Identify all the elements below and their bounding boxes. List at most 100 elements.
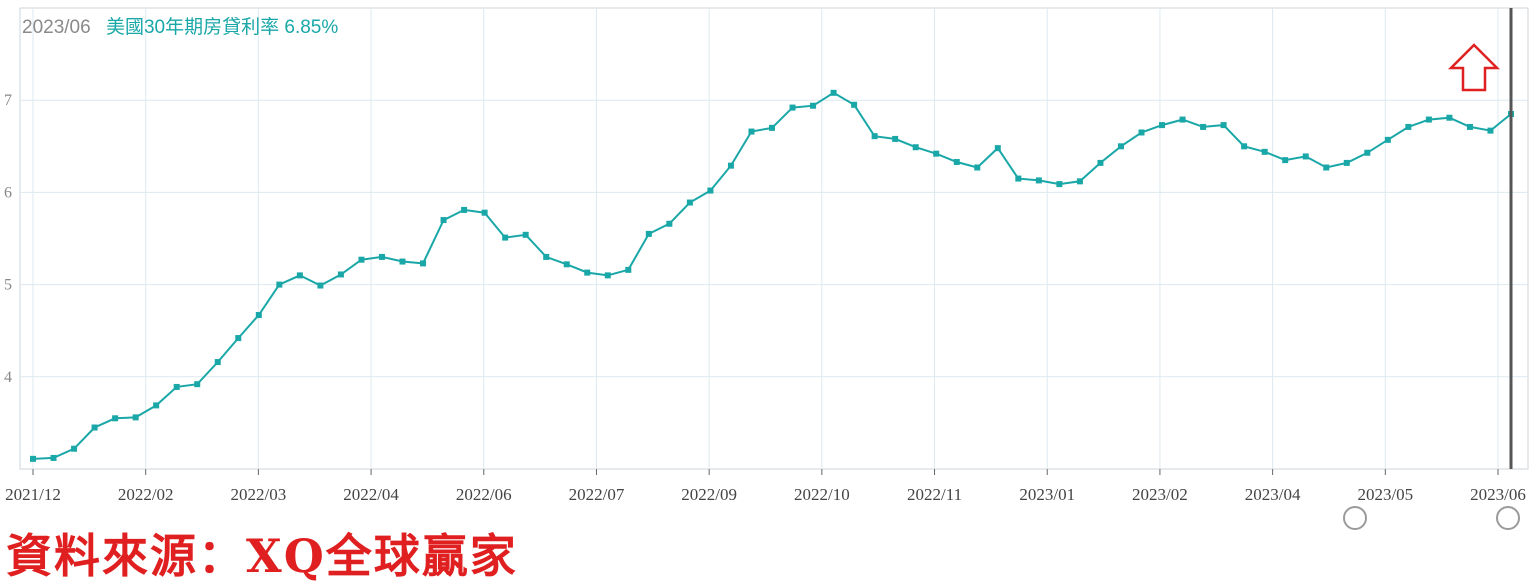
x-tick-label: 2022/11 bbox=[907, 485, 962, 504]
data-point[interactable] bbox=[1261, 148, 1268, 155]
x-tick-label: 2022/10 bbox=[794, 485, 850, 504]
data-point[interactable] bbox=[337, 271, 344, 278]
data-point[interactable] bbox=[1179, 116, 1186, 123]
data-point[interactable] bbox=[1076, 178, 1083, 185]
data-point[interactable] bbox=[522, 231, 529, 238]
data-point[interactable] bbox=[30, 455, 36, 462]
data-point[interactable] bbox=[871, 133, 878, 140]
data-point[interactable] bbox=[1220, 122, 1227, 129]
data-point[interactable] bbox=[1302, 153, 1309, 160]
data-point[interactable] bbox=[1487, 127, 1494, 134]
x-tick-label: 2023/02 bbox=[1132, 485, 1188, 504]
data-point[interactable] bbox=[994, 145, 1001, 152]
data-point[interactable] bbox=[1138, 129, 1145, 136]
header-series-label: 美國30年期房貸利率 bbox=[105, 17, 280, 38]
data-point[interactable] bbox=[851, 101, 858, 108]
data-point[interactable] bbox=[1200, 123, 1207, 130]
data-point[interactable] bbox=[50, 454, 57, 461]
data-point[interactable] bbox=[974, 164, 981, 171]
data-point[interactable] bbox=[1056, 181, 1063, 188]
x-tick-label: 2022/02 bbox=[118, 485, 174, 504]
data-point[interactable] bbox=[810, 102, 817, 109]
data-point[interactable] bbox=[686, 199, 693, 206]
x-tick-label: 2022/04 bbox=[343, 485, 399, 504]
scroll-handle-right[interactable] bbox=[1496, 506, 1520, 530]
data-point[interactable] bbox=[645, 230, 652, 237]
data-point[interactable] bbox=[1364, 149, 1371, 156]
y-tick-label: 4 bbox=[4, 369, 12, 386]
data-point[interactable] bbox=[1117, 143, 1124, 150]
y-axis-ticks: 4 5 6 7 bbox=[4, 92, 12, 386]
data-point[interactable] bbox=[502, 234, 509, 241]
data-point[interactable] bbox=[1241, 143, 1248, 150]
data-point[interactable] bbox=[727, 162, 734, 169]
data-point[interactable] bbox=[112, 415, 119, 422]
data-point[interactable] bbox=[420, 260, 427, 267]
data-point[interactable] bbox=[1159, 122, 1166, 129]
data-point[interactable] bbox=[440, 217, 447, 224]
data-point[interactable] bbox=[830, 89, 837, 96]
header-series-value: 6.85% bbox=[284, 17, 339, 38]
x-tick-label: 2023/05 bbox=[1357, 485, 1413, 504]
data-point[interactable] bbox=[194, 381, 201, 388]
data-point[interactable] bbox=[399, 258, 406, 265]
data-point[interactable] bbox=[132, 414, 139, 421]
x-axis-ticks: 2021/12 2022/02 2022/03 2022/04 2022/06 2022/… bbox=[5, 469, 1526, 504]
data-point[interactable] bbox=[461, 206, 468, 213]
data-point[interactable] bbox=[584, 269, 591, 276]
data-point[interactable] bbox=[1446, 114, 1453, 121]
grid-lines bbox=[20, 8, 1528, 469]
x-tick-label: 2023/04 bbox=[1245, 485, 1301, 504]
x-tick-label: 2022/09 bbox=[681, 485, 737, 504]
data-point[interactable] bbox=[769, 124, 775, 131]
data-point[interactable] bbox=[543, 253, 550, 260]
data-point[interactable] bbox=[748, 128, 755, 135]
data-point[interactable] bbox=[953, 158, 960, 165]
data-point[interactable] bbox=[1343, 159, 1350, 166]
chart-header: 2023/06 美國30年期房貸利率 6.85% bbox=[22, 12, 338, 39]
data-point[interactable] bbox=[214, 359, 221, 366]
x-tick-label: 2022/03 bbox=[231, 485, 287, 504]
data-point[interactable] bbox=[378, 253, 385, 260]
data-point[interactable] bbox=[358, 256, 365, 263]
data-point[interactable] bbox=[1466, 123, 1473, 130]
data-point[interactable] bbox=[1323, 164, 1330, 171]
x-tick-label: 2021/12 bbox=[5, 485, 61, 504]
data-point[interactable] bbox=[296, 272, 303, 279]
series-markers bbox=[30, 89, 1514, 462]
data-point[interactable] bbox=[707, 187, 714, 194]
data-point[interactable] bbox=[255, 312, 262, 319]
data-point[interactable] bbox=[173, 383, 180, 390]
data-point[interactable] bbox=[235, 335, 242, 342]
data-point[interactable] bbox=[912, 144, 919, 151]
data-point[interactable] bbox=[1097, 159, 1104, 166]
header-date: 2023/06 bbox=[22, 17, 91, 38]
up-arrow-icon bbox=[1447, 43, 1501, 92]
data-point[interactable] bbox=[1015, 175, 1022, 182]
data-point[interactable] bbox=[317, 282, 324, 289]
y-tick-label: 6 bbox=[4, 184, 12, 201]
data-point[interactable] bbox=[1035, 177, 1042, 184]
data-point[interactable] bbox=[1405, 123, 1412, 130]
data-point[interactable] bbox=[892, 135, 899, 142]
data-point[interactable] bbox=[276, 281, 283, 288]
data-point[interactable] bbox=[1282, 157, 1289, 164]
data-point[interactable] bbox=[153, 402, 160, 409]
data-point[interactable] bbox=[71, 445, 78, 452]
data-point[interactable] bbox=[481, 209, 488, 216]
data-point[interactable] bbox=[1425, 116, 1432, 123]
data-point[interactable] bbox=[604, 272, 611, 279]
data-point[interactable] bbox=[933, 150, 940, 157]
y-tick-label: 5 bbox=[4, 277, 12, 294]
data-point[interactable] bbox=[789, 104, 796, 111]
data-source-caption: 資料來源：XQ全球贏家 bbox=[6, 529, 518, 583]
data-point[interactable] bbox=[563, 261, 570, 268]
x-tick-label: 2023/01 bbox=[1019, 485, 1075, 504]
data-point[interactable] bbox=[1384, 136, 1391, 143]
x-tick-label: 2022/07 bbox=[569, 485, 625, 504]
data-point[interactable] bbox=[666, 220, 673, 227]
data-point[interactable] bbox=[625, 266, 632, 273]
data-point[interactable] bbox=[91, 424, 98, 431]
scroll-handle-left[interactable] bbox=[1343, 506, 1367, 530]
